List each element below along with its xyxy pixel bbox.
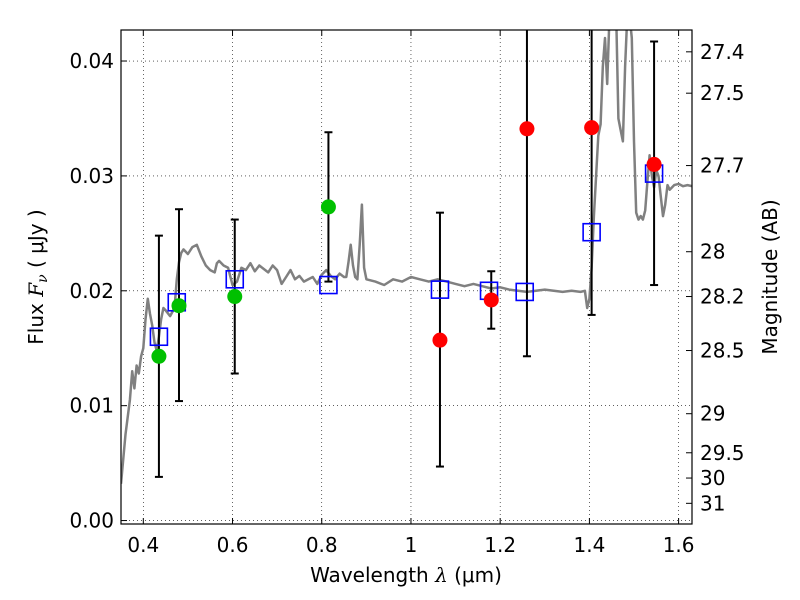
y-axis-label-suffix: ( μJy ) (24, 209, 48, 274)
y-tick-label: 0.01 (69, 394, 114, 418)
x-tick-label: 0.8 (306, 533, 338, 557)
observed-photometry-point (432, 332, 448, 348)
x-tick-label: 0.4 (127, 533, 159, 557)
magnitude-tick-label: 27.4 (700, 40, 745, 64)
magnitude-tick-label: 29 (700, 402, 725, 426)
observed-photometry-point (151, 348, 167, 364)
y-tick-label: 0.04 (69, 49, 114, 73)
magnitude-tick-label: 31 (700, 491, 725, 515)
x-axis-label-prefix: Wavelength (310, 563, 435, 587)
y-axis-label-symbol: F (24, 282, 48, 298)
observed-photometry-point (646, 156, 662, 172)
observed-photometry-point (483, 292, 499, 308)
plot-frame (120, 29, 693, 525)
y-tick-label: 0.03 (69, 164, 114, 188)
magnitude-tick-label: 27.7 (700, 154, 745, 178)
magnitude-tick-label: 28.5 (700, 339, 745, 363)
model-photometry-square (430, 280, 450, 299)
observed-photometry-point (320, 199, 336, 215)
x-tick-label: 1.4 (573, 533, 605, 557)
x-tick-label: 1.6 (663, 533, 695, 557)
model-photometry-square (582, 222, 601, 242)
model-photometry-square (319, 275, 338, 295)
y-axis-label-subscript: ν (35, 274, 51, 283)
model-photometry-square (149, 327, 169, 347)
x-tick-label: 0.6 (217, 533, 249, 557)
magnitude-tick-label: 30 (700, 466, 725, 490)
model-photometry-square (225, 269, 245, 289)
magnitude-tick-label: 28 (700, 240, 725, 264)
ticks: 0.4 0.6 0.8 1 1.2 1.4 1.6 0.00 0.01 0.02 0.03 0.04 2… (69, 30, 745, 557)
magnitude-tick-label: 27.5 (700, 81, 745, 105)
magnitude-tick-label: 28.2 (700, 285, 745, 309)
spectrum-line (121, 30, 692, 484)
x-axis-label-suffix: (μm) (448, 563, 502, 587)
y2-axis-label: Magnitude (AB) (758, 199, 782, 354)
y-tick-label: 0.02 (69, 279, 114, 303)
y-axis-label: Flux Fν ( μJy ) (24, 209, 51, 344)
plot-area (121, 30, 692, 524)
x-tick-label: 1.2 (484, 533, 516, 557)
x-axis-label: Wavelength λ (μm) (310, 563, 502, 587)
data-layer (121, 30, 692, 484)
observed-photometry-point (584, 120, 600, 136)
x-tick-label: 1 (405, 533, 418, 557)
observed-photometry-point (171, 298, 187, 314)
y-axis-label-prefix: Flux (24, 297, 48, 345)
magnitude-tick-label: 29.5 (700, 441, 745, 465)
y-tick-label: 0.00 (69, 509, 114, 533)
model-photometry-square (515, 282, 535, 302)
observed-photometry-point (519, 121, 535, 137)
observed-photometry-point (227, 289, 243, 305)
x-axis-label-symbol: λ (434, 563, 448, 587)
